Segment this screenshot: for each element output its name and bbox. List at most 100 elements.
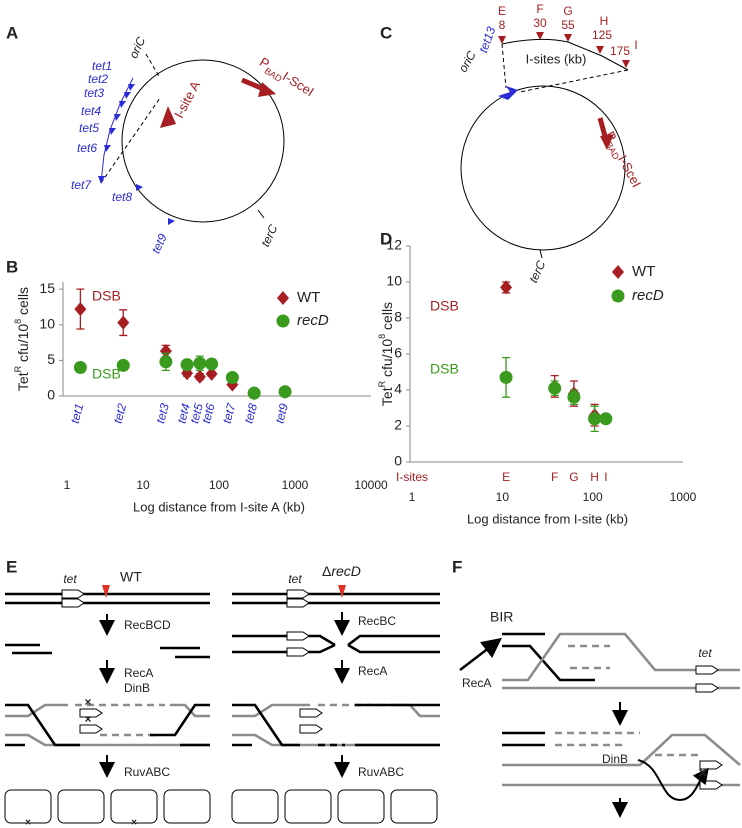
y-label-part: R xyxy=(13,365,23,372)
site-name: F xyxy=(536,2,543,16)
site-kb: 55 xyxy=(561,18,575,32)
point xyxy=(74,302,87,317)
shape xyxy=(124,92,131,99)
tet-label: tet5 xyxy=(79,121,99,135)
shape xyxy=(564,34,572,42)
annotation: DSB xyxy=(430,361,459,377)
shape xyxy=(57,789,105,824)
shape xyxy=(338,585,346,598)
y-tick-label: 10 xyxy=(386,273,402,289)
tet-label: tet1 xyxy=(92,59,112,73)
legend-label: WT xyxy=(632,263,655,280)
point xyxy=(117,315,130,330)
step-label: RecBCD xyxy=(124,618,171,632)
chart: 0 2 4 6 8 10 12 1 10 100 1000 Log distance from I-s… xyxy=(377,237,696,527)
tet-label: tet6 xyxy=(77,141,97,155)
gene-label: tet xyxy=(288,572,302,586)
dash xyxy=(145,53,161,79)
point-label: I xyxy=(604,470,607,484)
y-tick-label: 4 xyxy=(394,381,402,397)
point-label: tet6 xyxy=(199,402,218,425)
legend-marker xyxy=(277,291,289,305)
origin-label: oriC xyxy=(126,34,148,60)
shape xyxy=(337,789,385,824)
shape xyxy=(284,789,332,824)
step-label: RecA xyxy=(358,664,387,678)
mark-symbol: × xyxy=(698,765,707,782)
i-site-label: I-site A xyxy=(171,78,203,120)
point-label: tet8 xyxy=(241,402,260,425)
site-name: I xyxy=(634,38,637,52)
shape xyxy=(459,637,502,671)
shape xyxy=(347,643,440,654)
step-label: RuvABC xyxy=(124,765,170,779)
shape xyxy=(150,703,210,737)
shape xyxy=(5,703,68,718)
shape xyxy=(637,759,709,802)
tet-label: tet2 xyxy=(88,72,108,86)
tet-label: tet9 xyxy=(149,231,170,255)
point xyxy=(73,361,87,374)
point-label: tet2 xyxy=(111,402,130,425)
terminus-label: terC xyxy=(258,222,280,249)
y-tick-label: 0 xyxy=(394,453,402,469)
tet-label: tet3 xyxy=(84,86,104,100)
wt-pathway: tet WT RecBCD RecA DinB × × RuvABC × × xyxy=(4,569,211,828)
shape xyxy=(4,789,52,824)
y-label-part: 8 xyxy=(377,334,387,339)
y-label-part: cfu/10 xyxy=(15,324,31,366)
x-tick-label: 1000 xyxy=(670,490,697,504)
legend-label: WT xyxy=(297,289,320,306)
point xyxy=(247,386,261,400)
diagram-c: E 8 F 30 G 55 H 125 I 175 I-sites (kb) t… xyxy=(456,2,644,285)
panel-label: B xyxy=(6,257,18,276)
y-tick-label: 8 xyxy=(394,309,402,325)
x-tick-label: 10 xyxy=(496,490,510,504)
shape xyxy=(232,733,440,747)
dash xyxy=(100,97,161,184)
shape xyxy=(168,218,175,225)
shape xyxy=(98,176,105,184)
panel-label: E xyxy=(6,557,17,576)
shape xyxy=(502,644,595,682)
site-kb: 8 xyxy=(499,18,506,32)
shape xyxy=(102,585,110,598)
point-label: tet5 xyxy=(187,402,206,425)
legend-label: recD xyxy=(632,287,664,304)
shape xyxy=(232,643,336,654)
mark-symbol: × xyxy=(84,695,91,709)
shape xyxy=(114,114,121,121)
panel-label: C xyxy=(380,23,392,42)
tet-label: tet8 xyxy=(112,190,132,204)
x-axis-title: Log distance from I-site A (kb) xyxy=(133,499,305,514)
point-label: tet7 xyxy=(220,401,239,425)
step-label: RecA xyxy=(124,666,153,680)
x-tick-label: 1 xyxy=(64,478,71,492)
shape xyxy=(128,84,135,91)
point xyxy=(588,412,602,426)
shape xyxy=(231,789,279,824)
step-label: RecA xyxy=(462,676,491,690)
y-label-part: cfu/10 xyxy=(379,339,395,381)
tet-label: tet7 xyxy=(71,178,92,192)
shape xyxy=(232,634,336,647)
y-label-part: Tet xyxy=(379,387,395,406)
bir-title: BIR xyxy=(490,609,513,625)
gene-label: tet xyxy=(698,646,712,660)
sites-label: I-sites (kb) xyxy=(526,51,587,66)
promoter-label: PBADI-SceI xyxy=(599,129,644,191)
step-label: RuvABC xyxy=(358,765,404,779)
point xyxy=(225,370,239,384)
shape xyxy=(498,36,506,44)
shape xyxy=(5,703,80,747)
enzyme: I-SceI xyxy=(280,69,317,100)
shape xyxy=(119,101,126,108)
y-tick-label: 6 xyxy=(394,345,402,361)
dash xyxy=(519,69,629,93)
x-tick-label: 1 xyxy=(409,490,416,504)
legend-marker xyxy=(611,289,625,303)
recd-pathway: tet ΔrecD RecBC RecA RuvABC xyxy=(231,563,440,824)
y-label-part: cells xyxy=(379,302,395,334)
point xyxy=(159,355,173,369)
